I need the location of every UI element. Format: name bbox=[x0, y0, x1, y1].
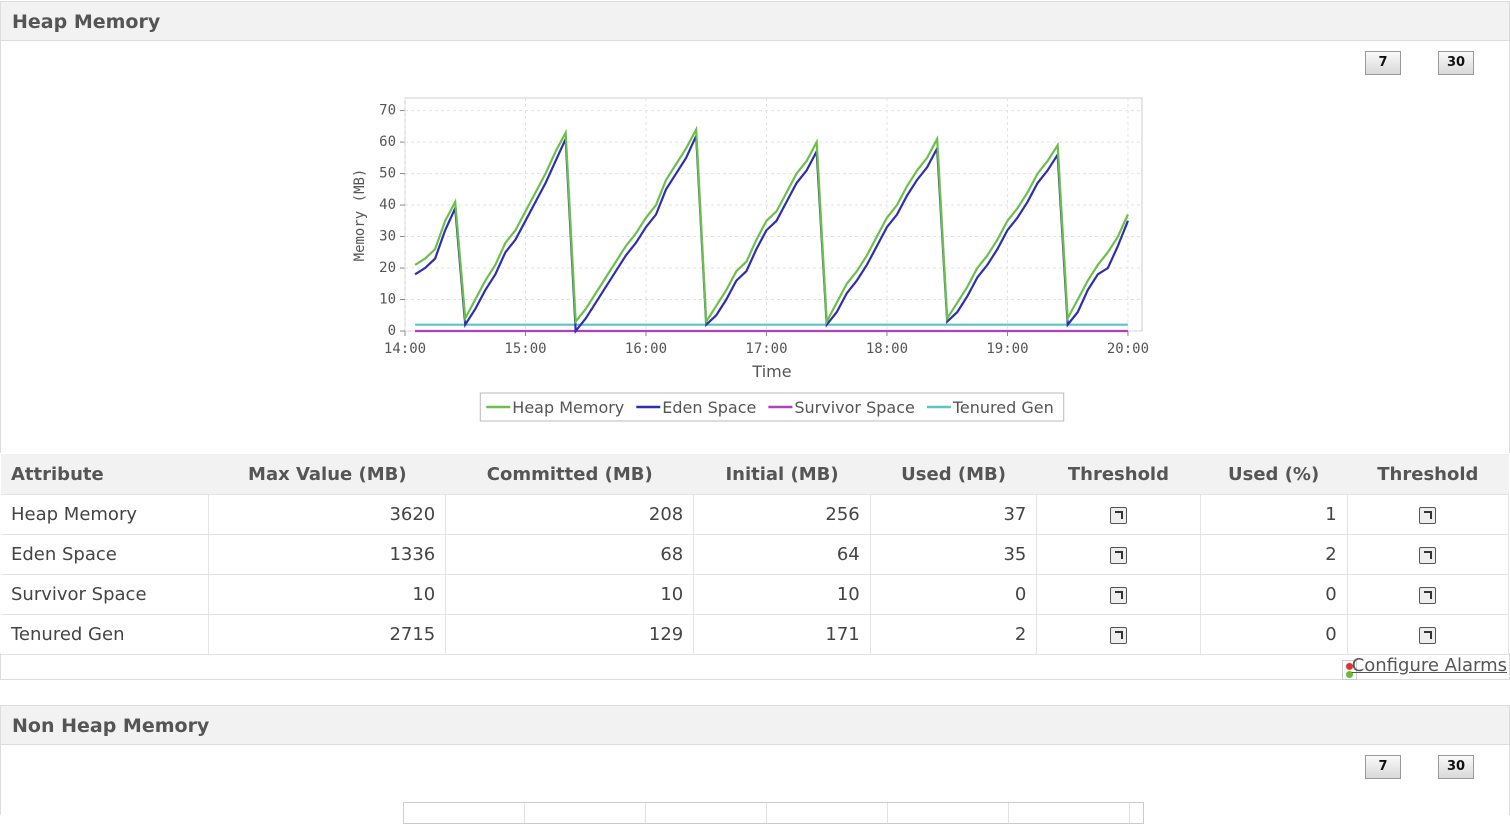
y-tick-label: 0 bbox=[388, 323, 396, 339]
range-button[interactable]: 30 bbox=[1438, 51, 1474, 75]
legend-label: Survivor Space bbox=[794, 398, 914, 417]
range-button[interactable]: 7 bbox=[1365, 51, 1401, 75]
column-header: Threshold bbox=[1347, 454, 1509, 495]
y-tick-label: 60 bbox=[379, 134, 396, 150]
threshold-cell bbox=[1036, 574, 1201, 615]
table-cell: 2 bbox=[870, 614, 1038, 655]
chart-placeholder bbox=[403, 802, 1144, 824]
x-tick-label: 17:00 bbox=[745, 341, 787, 357]
y-tick-label: 40 bbox=[379, 197, 396, 213]
table-row: Heap Memory 3620 208 256 37 1 bbox=[1, 494, 1510, 535]
table-cell: 37 bbox=[870, 494, 1038, 535]
y-tick-label: 50 bbox=[379, 166, 396, 182]
threshold-icon[interactable] bbox=[1109, 506, 1127, 524]
table-cell: 10 bbox=[445, 574, 695, 615]
table-row: Eden Space 1336 68 64 35 2 bbox=[1, 534, 1510, 575]
column-header: Initial (MB) bbox=[693, 454, 871, 495]
panel-title: Heap Memory bbox=[12, 11, 161, 33]
x-tick-label: 18:00 bbox=[866, 341, 908, 357]
legend-label: Tenured Gen bbox=[952, 398, 1054, 417]
panel-header: Non Heap Memory bbox=[0, 705, 1510, 745]
x-tick-label: 16:00 bbox=[625, 341, 667, 357]
table-row: Survivor Space 10 10 10 0 0 bbox=[1, 574, 1510, 615]
threshold-cell bbox=[1036, 534, 1201, 575]
table-cell: 1 bbox=[1200, 494, 1348, 535]
column-header: Used (MB) bbox=[870, 454, 1037, 495]
table-cell: 64 bbox=[693, 534, 871, 575]
threshold-icon[interactable] bbox=[1419, 586, 1437, 604]
x-tick-label: 19:00 bbox=[986, 341, 1028, 357]
table-cell: 68 bbox=[445, 534, 695, 575]
legend-label: Heap Memory bbox=[512, 398, 624, 417]
y-tick-label: 20 bbox=[379, 260, 396, 276]
threshold-icon[interactable] bbox=[1109, 546, 1127, 564]
x-tick-label: 15:00 bbox=[504, 341, 546, 357]
panel-title: Non Heap Memory bbox=[12, 715, 210, 737]
table-cell: 0 bbox=[1200, 614, 1348, 655]
threshold-icon[interactable] bbox=[1419, 506, 1437, 524]
y-tick-label: 70 bbox=[379, 103, 396, 119]
table-cell: 35 bbox=[870, 534, 1038, 575]
column-header: Used (%) bbox=[1200, 454, 1348, 495]
threshold-cell bbox=[1347, 574, 1510, 615]
alarm-icon bbox=[1342, 660, 1357, 680]
table-cell: Eden Space bbox=[1, 534, 210, 575]
legend-label: Eden Space bbox=[662, 398, 756, 417]
table-row: Tenured Gen 2715 129 171 2 0 bbox=[1, 614, 1510, 655]
table-cell: 10 bbox=[693, 574, 871, 615]
memory-table: Attribute Max Value (MB) Committed (MB) Ini… bbox=[1, 454, 1510, 655]
x-tick-label: 20:00 bbox=[1107, 341, 1149, 357]
column-header: Max Value (MB) bbox=[208, 454, 446, 495]
table-cell: 171 bbox=[693, 614, 871, 655]
table-cell: 10 bbox=[208, 574, 447, 615]
table-cell: Survivor Space bbox=[1, 574, 210, 615]
x-tick-label: 14:00 bbox=[384, 341, 426, 357]
threshold-cell bbox=[1347, 494, 1510, 535]
column-header: Attribute bbox=[1, 454, 209, 495]
threshold-icon[interactable] bbox=[1109, 586, 1127, 604]
table-cell: 208 bbox=[445, 494, 695, 535]
threshold-cell bbox=[1347, 614, 1510, 655]
y-tick-label: 10 bbox=[379, 292, 396, 308]
footer bbox=[0, 653, 1510, 680]
threshold-icon[interactable] bbox=[1109, 626, 1127, 644]
table-cell: 3620 bbox=[208, 494, 447, 535]
column-header: Committed (MB) bbox=[445, 454, 694, 495]
y-tick-label: 30 bbox=[379, 229, 396, 245]
panel-header: Heap Memory bbox=[0, 1, 1510, 41]
table-cell: 1336 bbox=[208, 534, 447, 575]
range-button[interactable]: 7 bbox=[1365, 755, 1401, 779]
threshold-cell bbox=[1347, 534, 1510, 575]
series-line bbox=[414, 135, 1129, 334]
table-cell: 2 bbox=[1200, 534, 1348, 575]
table-cell: 129 bbox=[445, 614, 695, 655]
table-cell: 256 bbox=[693, 494, 871, 535]
threshold-icon[interactable] bbox=[1419, 626, 1437, 644]
threshold-cell bbox=[1036, 494, 1201, 535]
threshold-cell bbox=[1036, 614, 1201, 655]
series-line bbox=[414, 125, 1129, 326]
column-header: Threshold bbox=[1036, 454, 1201, 495]
configure-alarms-link[interactable]: Configure Alarms bbox=[1351, 655, 1507, 676]
threshold-icon[interactable] bbox=[1419, 546, 1437, 564]
range-button[interactable]: 30 bbox=[1438, 755, 1474, 779]
table-cell: Tenured Gen bbox=[1, 614, 210, 655]
x-axis-label: Time bbox=[751, 362, 791, 381]
table-cell: 2715 bbox=[208, 614, 447, 655]
table-cell: 0 bbox=[1200, 574, 1348, 615]
table-cell: 0 bbox=[870, 574, 1038, 615]
y-axis-label: Memory (MB) bbox=[352, 169, 368, 262]
chart: Memory (MB) Time 0 10 20 30 40 50 60 70 14:00 15:… bbox=[352, 97, 1149, 422]
table-cell: Heap Memory bbox=[1, 494, 210, 535]
